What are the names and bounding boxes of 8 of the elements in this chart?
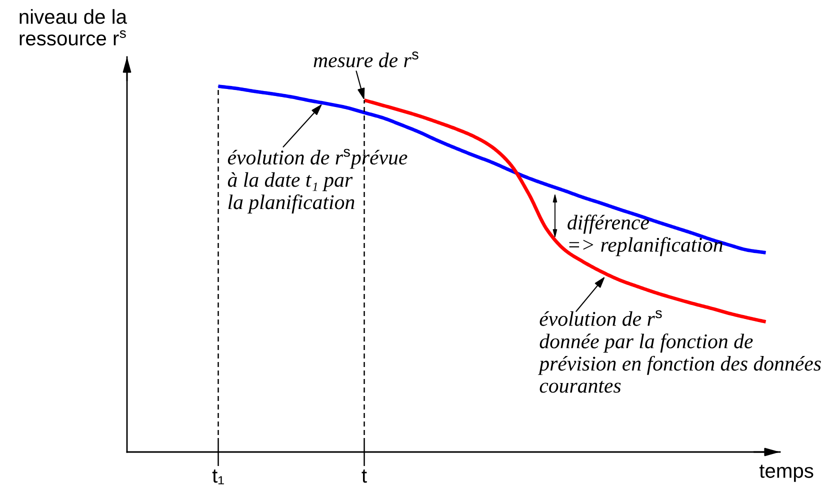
x-tick-label: t	[362, 470, 367, 483]
annotation: différence => replanification	[568, 214, 722, 256]
y-axis-title: niveau de la ressource r$^{s}$	[20, 9, 128, 46]
x-axis-title: temps	[759, 464, 814, 482]
x-tick-label: t₁	[212, 470, 224, 484]
annotation: évolution de r$^{s}$prévue à la date t₁ par la planification	[228, 148, 408, 214]
annotation: mesure de r$^{s}$	[314, 52, 418, 68]
annotation: évolution de r$^{s}$ donnée par la fonction de prévision en fonction des données courantes	[538, 310, 821, 393]
